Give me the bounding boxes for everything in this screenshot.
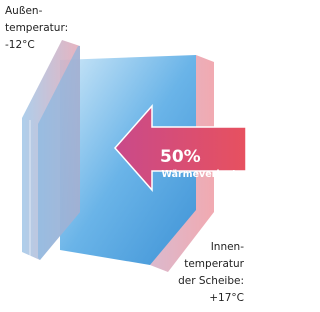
diagram: 50% Wärmeverlust Außen-temperatur:-12°C …: [0, 0, 254, 312]
arrow-percent: 50%: [160, 147, 201, 167]
label-line: +17°C: [209, 292, 244, 304]
label-line: der Scheibe:: [178, 275, 244, 287]
arrow-label: Wärmeverlust: [161, 169, 237, 180]
label-line: temperatur:: [5, 22, 68, 34]
inside-label: Innen-temperatur der Scheibe: +17°C: [178, 241, 245, 304]
label-line: Außen-: [5, 5, 43, 17]
label-line: temperatur: [184, 258, 244, 270]
outside-label: Außen-temperatur: -12°C: [5, 5, 68, 51]
label-line: Innen-: [211, 241, 245, 253]
label-line: -12°C: [5, 39, 35, 51]
